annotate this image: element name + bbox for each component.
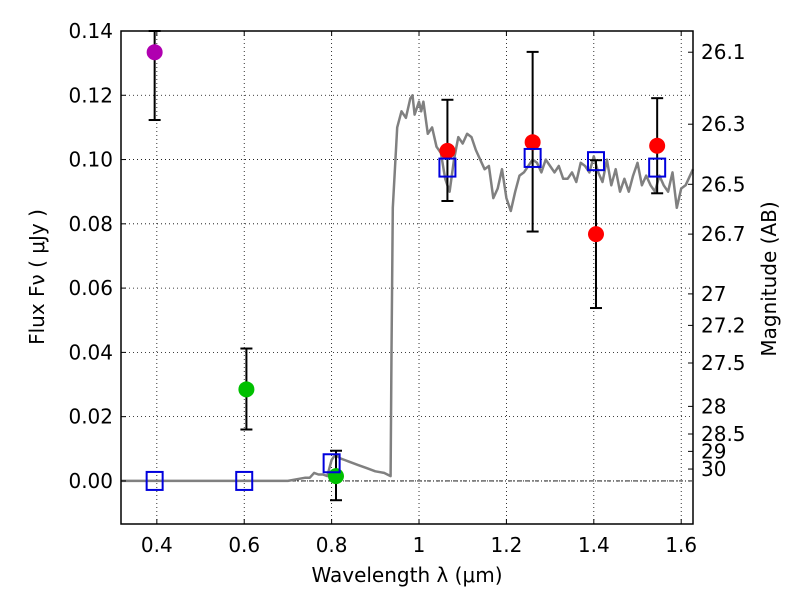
- model-photometry-square: [648, 157, 667, 178]
- x-tick-label: 1.2: [491, 533, 523, 557]
- model-photometry-square: [523, 147, 542, 168]
- y-tick-label: 0.10: [68, 148, 113, 172]
- y-tick-label: 0.14: [68, 19, 113, 43]
- model-photometry-square: [586, 151, 605, 172]
- right-tick-label: 26.5: [701, 172, 746, 196]
- observed-flux-point: [146, 44, 163, 61]
- y-tick-label: 0.00: [68, 469, 113, 493]
- x-tick-label: 1: [413, 533, 426, 557]
- right-tick-label: 30: [701, 457, 726, 481]
- x-tick-label: 0.4: [141, 533, 173, 557]
- right-tick-label: 27: [701, 282, 726, 306]
- x-tick-label: 1.6: [665, 533, 697, 557]
- right-tick-label: 27.2: [701, 313, 746, 337]
- x-tick-label: 0.6: [228, 533, 260, 557]
- right-tick-label: 26.3: [701, 112, 746, 136]
- right-tick-label: 28: [701, 394, 726, 418]
- right-axis-label: Magnitude (AB): [757, 201, 781, 356]
- data-markers: [145, 30, 667, 502]
- x-tick-label: 0.8: [316, 533, 348, 557]
- model-photometry-square: [145, 470, 164, 491]
- model-spectrum: [121, 94, 695, 483]
- observed-flux-point: [587, 226, 604, 243]
- y-tick-label: 0.12: [68, 83, 113, 107]
- right-tick-label: 27.5: [701, 351, 746, 375]
- right-tick-label: 26.7: [701, 222, 746, 246]
- y-tick-label: 0.02: [68, 405, 113, 429]
- observed-flux-point: [524, 134, 541, 151]
- spectrum-line: [121, 94, 695, 483]
- observed-flux-point: [649, 137, 666, 154]
- right-tick-label: 28.5: [701, 422, 746, 446]
- x-axis-label: Wavelength λ (μm): [311, 563, 502, 587]
- observed-flux-point: [327, 468, 344, 485]
- grid-lines: [121, 30, 693, 524]
- observed-flux-point: [439, 142, 456, 159]
- y-tick-label: 0.04: [68, 340, 113, 364]
- right-tick-label: 26.1: [701, 40, 746, 64]
- observed-flux-point: [238, 381, 255, 398]
- model-photometry-square: [438, 157, 457, 178]
- model-photometry-square: [235, 470, 254, 491]
- x-tick-label: 1.4: [578, 533, 610, 557]
- y-tick-label: 0.06: [68, 276, 113, 300]
- y-axis-label: Flux Fν ( μJy ): [25, 209, 49, 345]
- model-photometry-square: [322, 453, 341, 474]
- y-tick-label: 0.08: [68, 212, 113, 236]
- x-axis-ticks: 0.4 0.6 0.8 1 1.2 1.4 1.6: [141, 31, 697, 557]
- plot-frame: [120, 30, 694, 525]
- right-tick-label: 29: [701, 439, 726, 463]
- y-axis-ticks: 0.00 0.02 0.04 0.06 0.08 0.10 0.12 0.14: [68, 19, 126, 493]
